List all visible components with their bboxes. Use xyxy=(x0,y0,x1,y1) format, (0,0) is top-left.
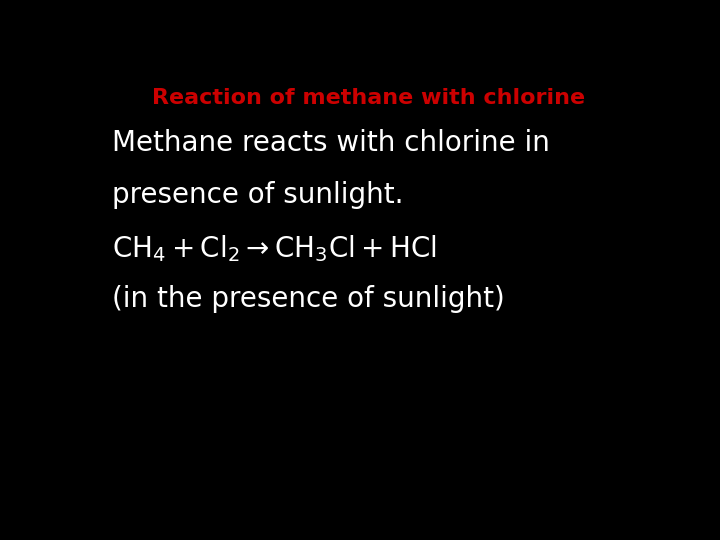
Text: Methane reacts with chlorine in: Methane reacts with chlorine in xyxy=(112,129,550,157)
Text: Reaction of methane with chlorine: Reaction of methane with chlorine xyxy=(153,87,585,107)
Text: (in the presence of sunlight): (in the presence of sunlight) xyxy=(112,285,505,313)
Text: $\mathregular{CH_4 + Cl_2 \rightarrow CH_3Cl + HCl}$: $\mathregular{CH_4 + Cl_2 \rightarrow CH… xyxy=(112,233,437,264)
Text: presence of sunlight.: presence of sunlight. xyxy=(112,181,404,209)
